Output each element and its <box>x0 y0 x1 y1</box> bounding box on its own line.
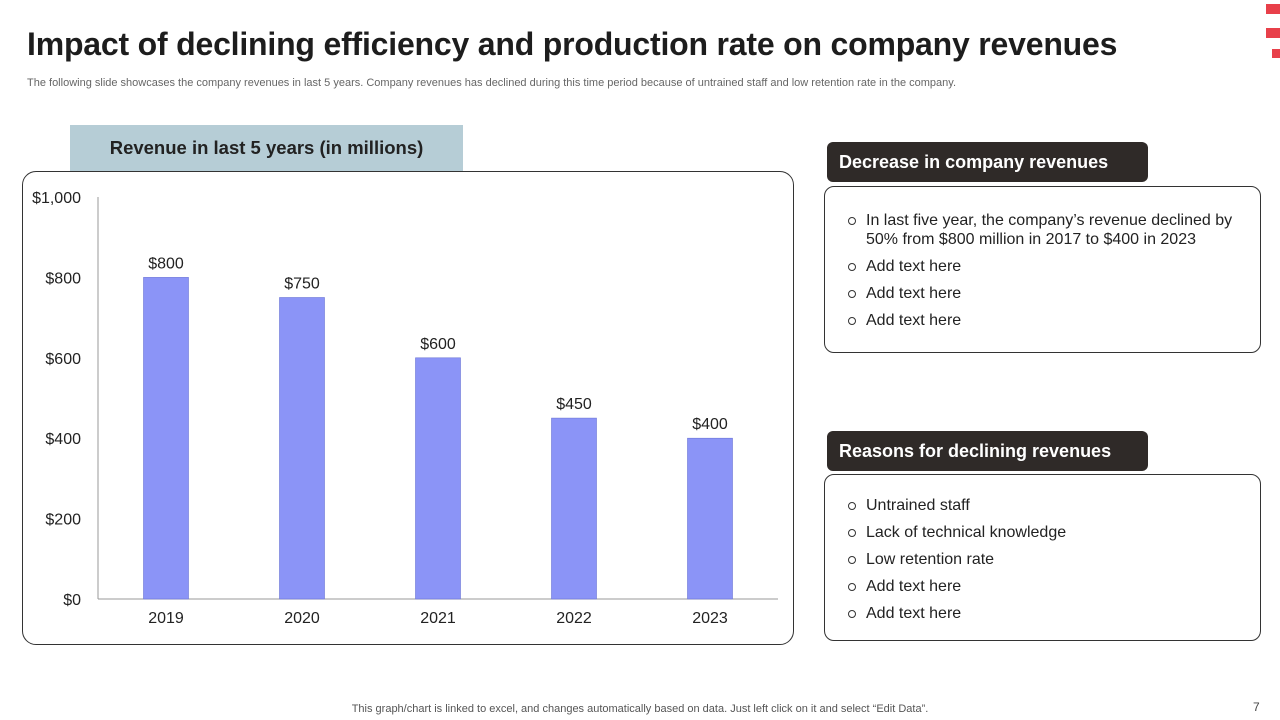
data-label: $450 <box>556 396 592 413</box>
reasons-item: Low retention rate <box>825 550 1260 569</box>
x-tick-label: 2023 <box>692 610 728 627</box>
accent-bar-top <box>1266 4 1280 14</box>
data-label: $400 <box>692 416 728 433</box>
chart-panel[interactable]: $0 $200 $400 $600 $800 $1,000 $800 2019 $750 2020… <box>22 171 794 645</box>
decrease-item: Add text here <box>825 284 1260 303</box>
y-tick-label: $200 <box>45 512 81 529</box>
reasons-list: Untrained staff Lack of technical knowle… <box>825 496 1260 623</box>
x-tick-label: 2020 <box>284 610 320 627</box>
bar-2022 <box>551 417 597 600</box>
y-tick-label: $600 <box>45 351 81 368</box>
bar-2019 <box>143 277 189 600</box>
decrease-item: Add text here <box>825 257 1260 276</box>
bar-2020 <box>279 297 325 600</box>
decrease-item: Add text here <box>825 311 1260 330</box>
reasons-item: Add text here <box>825 577 1260 596</box>
accent-bar-middle <box>1266 28 1280 38</box>
reasons-item: Add text here <box>825 604 1260 623</box>
footer-note: This graph/chart is linked to excel, and… <box>351 703 929 715</box>
data-label: $600 <box>420 336 456 353</box>
slide-title: Impact of declining efficiency and produ… <box>27 26 1118 62</box>
y-tick-label: $1,000 <box>32 190 81 207</box>
revenue-bar-chart[interactable]: $0 $200 $400 $600 $800 $1,000 $800 2019 $750 2020… <box>23 172 794 645</box>
bar-2023 <box>687 437 733 600</box>
accent-bar-bottom <box>1272 49 1280 58</box>
reasons-item: Lack of technical knowledge <box>825 523 1260 542</box>
y-tick-label: $400 <box>45 431 81 448</box>
page-number: 7 <box>1253 700 1260 714</box>
decrease-item: In last five year, the company’s revenue… <box>825 211 1260 249</box>
decrease-box: In last five year, the company’s revenue… <box>824 186 1261 353</box>
y-tick-label: $0 <box>63 592 81 609</box>
y-tick-label: $800 <box>45 270 81 287</box>
data-label: $750 <box>284 276 320 293</box>
reasons-item: Untrained staff <box>825 496 1260 515</box>
x-tick-label: 2022 <box>556 610 592 627</box>
slide-subtitle: The following slide showcases the compan… <box>27 77 957 89</box>
x-tick-label: 2021 <box>420 610 456 627</box>
data-label: $800 <box>148 255 184 272</box>
reasons-heading: Reasons for declining revenues <box>827 431 1148 471</box>
decrease-heading: Decrease in company revenues <box>827 142 1148 182</box>
bar-2021 <box>415 357 461 600</box>
x-tick-label: 2019 <box>148 610 184 627</box>
decrease-list: In last five year, the company’s revenue… <box>825 211 1260 330</box>
reasons-box: Untrained staff Lack of technical knowle… <box>824 474 1261 641</box>
chart-header: Revenue in last 5 years (in millions) <box>70 125 463 171</box>
